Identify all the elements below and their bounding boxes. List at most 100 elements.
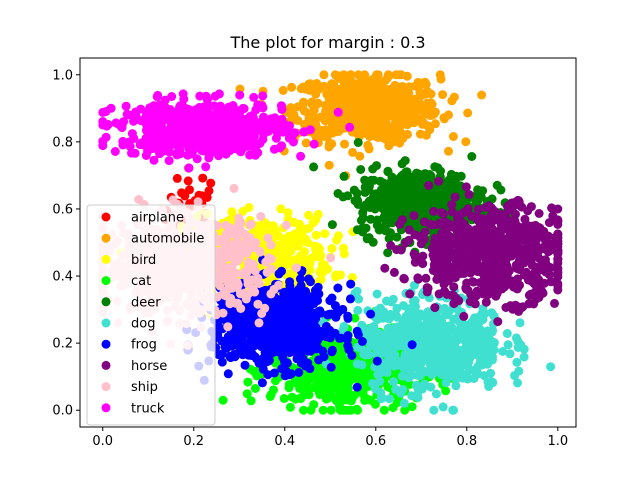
data-point [261, 257, 271, 267]
data-point [304, 85, 314, 95]
data-point [424, 181, 434, 190]
data-point [352, 326, 362, 336]
data-point [396, 245, 406, 255]
data-point [509, 235, 518, 244]
data-point [429, 206, 439, 216]
data-point [462, 369, 472, 379]
data-point [383, 248, 393, 258]
data-point [313, 343, 323, 353]
data-point [441, 330, 451, 340]
data-point [296, 348, 306, 358]
data-point [244, 203, 254, 212]
data-point [296, 151, 306, 161]
data-point [352, 382, 362, 392]
data-point [345, 294, 355, 304]
data-point [375, 329, 384, 338]
data-point [438, 90, 448, 100]
data-point [251, 238, 261, 247]
data-point [294, 253, 304, 263]
data-point [395, 121, 405, 131]
data-point [243, 289, 253, 299]
data-point [459, 267, 468, 277]
data-point [416, 90, 425, 100]
data-point [395, 219, 405, 229]
data-point [395, 331, 405, 340]
data-point [382, 296, 391, 306]
data-point [537, 231, 547, 241]
data-point [398, 170, 408, 180]
data-point [405, 289, 415, 299]
data-point [520, 214, 530, 224]
data-point [265, 341, 275, 350]
data-point [282, 358, 292, 368]
data-point [304, 296, 314, 306]
data-point [413, 274, 423, 284]
data-point [415, 129, 425, 139]
data-point [348, 147, 358, 157]
data-point [218, 395, 228, 405]
data-point [313, 296, 322, 306]
data-point [348, 366, 358, 376]
data-point [383, 210, 393, 220]
data-point [206, 178, 216, 188]
data-point [374, 89, 384, 99]
data-point [312, 252, 322, 261]
data-point [439, 279, 449, 289]
data-point [317, 328, 326, 337]
data-point [271, 376, 280, 386]
data-point [499, 245, 509, 255]
data-point [424, 335, 434, 345]
data-point [452, 367, 462, 377]
data-point [346, 279, 356, 289]
data-point [496, 212, 505, 222]
data-point [308, 218, 318, 228]
data-point [372, 113, 382, 123]
data-point [375, 124, 384, 134]
data-point [287, 392, 297, 402]
data-point [368, 164, 378, 174]
data-point [398, 385, 408, 394]
data-point [481, 297, 491, 307]
data-point [513, 342, 523, 352]
data-point [172, 173, 182, 183]
data-point [373, 70, 383, 80]
data-point [265, 392, 275, 401]
data-point [229, 241, 239, 251]
data-point [287, 82, 297, 92]
data-point [382, 73, 392, 83]
data-point [315, 376, 324, 386]
data-point [377, 202, 386, 211]
data-point [459, 356, 469, 366]
data-point [385, 228, 395, 238]
data-point [472, 257, 482, 267]
data-point [405, 379, 415, 389]
data-point [448, 132, 458, 141]
data-point [134, 195, 144, 204]
data-point [397, 355, 407, 365]
data-point [324, 109, 334, 119]
data-point [366, 309, 376, 319]
data-point [226, 293, 236, 303]
data-point [441, 192, 451, 202]
data-point [304, 346, 313, 356]
data-point [294, 368, 304, 377]
data-point [402, 362, 412, 372]
data-point [511, 333, 521, 343]
data-point [353, 138, 363, 147]
data-point [364, 144, 374, 154]
data-point [421, 351, 431, 361]
data-point [454, 296, 464, 306]
data-point [377, 99, 387, 109]
data-point [331, 272, 341, 282]
data-point [294, 284, 304, 294]
data-point [400, 405, 410, 415]
data-point [327, 345, 337, 355]
data-point [408, 195, 418, 205]
data-point [450, 192, 460, 202]
data-point [442, 289, 452, 299]
data-point [409, 211, 419, 221]
data-point [489, 259, 499, 269]
data-point [512, 284, 522, 294]
data-point [320, 229, 330, 239]
data-point [344, 345, 354, 355]
